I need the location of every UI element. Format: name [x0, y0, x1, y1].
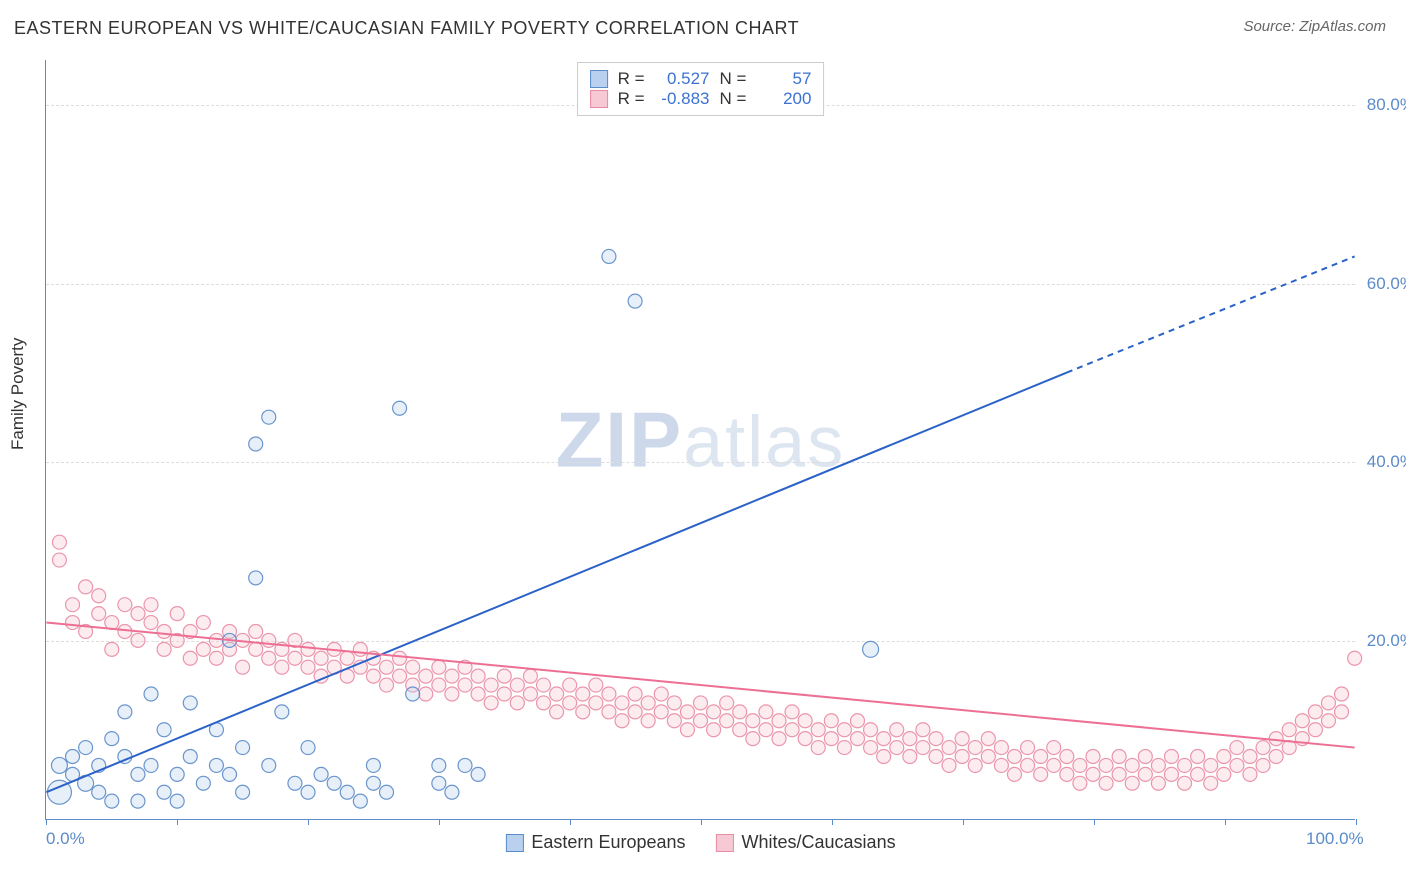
correlation-row-pink: R = -0.883 N = 200 [590, 89, 812, 109]
legend-label: Whites/Caucasians [742, 832, 896, 852]
chart-container: EASTERN EUROPEAN VS WHITE/CAUCASIAN FAMI… [0, 0, 1406, 892]
r-value: 0.527 [655, 69, 710, 89]
y-tick-label: 60.0% [1367, 274, 1406, 294]
source-attribution: Source: ZipAtlas.com [1243, 18, 1386, 35]
scatter-svg [46, 60, 1355, 819]
x-tick-label: 100.0% [1306, 829, 1364, 849]
r-value: -0.883 [655, 89, 710, 109]
r-label: R = [618, 89, 645, 109]
correlation-row-blue: R = 0.527 N = 57 [590, 69, 812, 89]
r-label: R = [618, 69, 645, 89]
swatch-icon [590, 70, 608, 88]
correlation-legend: R = 0.527 N = 57 R = -0.883 N = 200 [577, 62, 825, 116]
y-axis-label: Family Poverty [8, 338, 28, 450]
n-value: 57 [756, 69, 811, 89]
legend-label: Eastern Europeans [531, 832, 685, 852]
y-tick-label: 40.0% [1367, 452, 1406, 472]
plot-area: ZIPatlas 20.0%40.0%60.0%80.0% R = 0.527 … [45, 60, 1355, 820]
n-label: N = [720, 69, 747, 89]
chart-title: EASTERN EUROPEAN VS WHITE/CAUCASIAN FAMI… [14, 18, 799, 39]
legend-item-blue: Eastern Europeans [505, 832, 685, 853]
n-value: 200 [756, 89, 811, 109]
swatch-icon [505, 834, 523, 852]
swatch-icon [590, 90, 608, 108]
y-tick-label: 20.0% [1367, 631, 1406, 651]
x-tick-label: 0.0% [46, 829, 85, 849]
y-tick-label: 80.0% [1367, 95, 1406, 115]
swatch-icon [716, 834, 734, 852]
series-legend: Eastern Europeans Whites/Caucasians [505, 832, 895, 853]
n-label: N = [720, 89, 747, 109]
legend-item-pink: Whites/Caucasians [716, 832, 896, 853]
